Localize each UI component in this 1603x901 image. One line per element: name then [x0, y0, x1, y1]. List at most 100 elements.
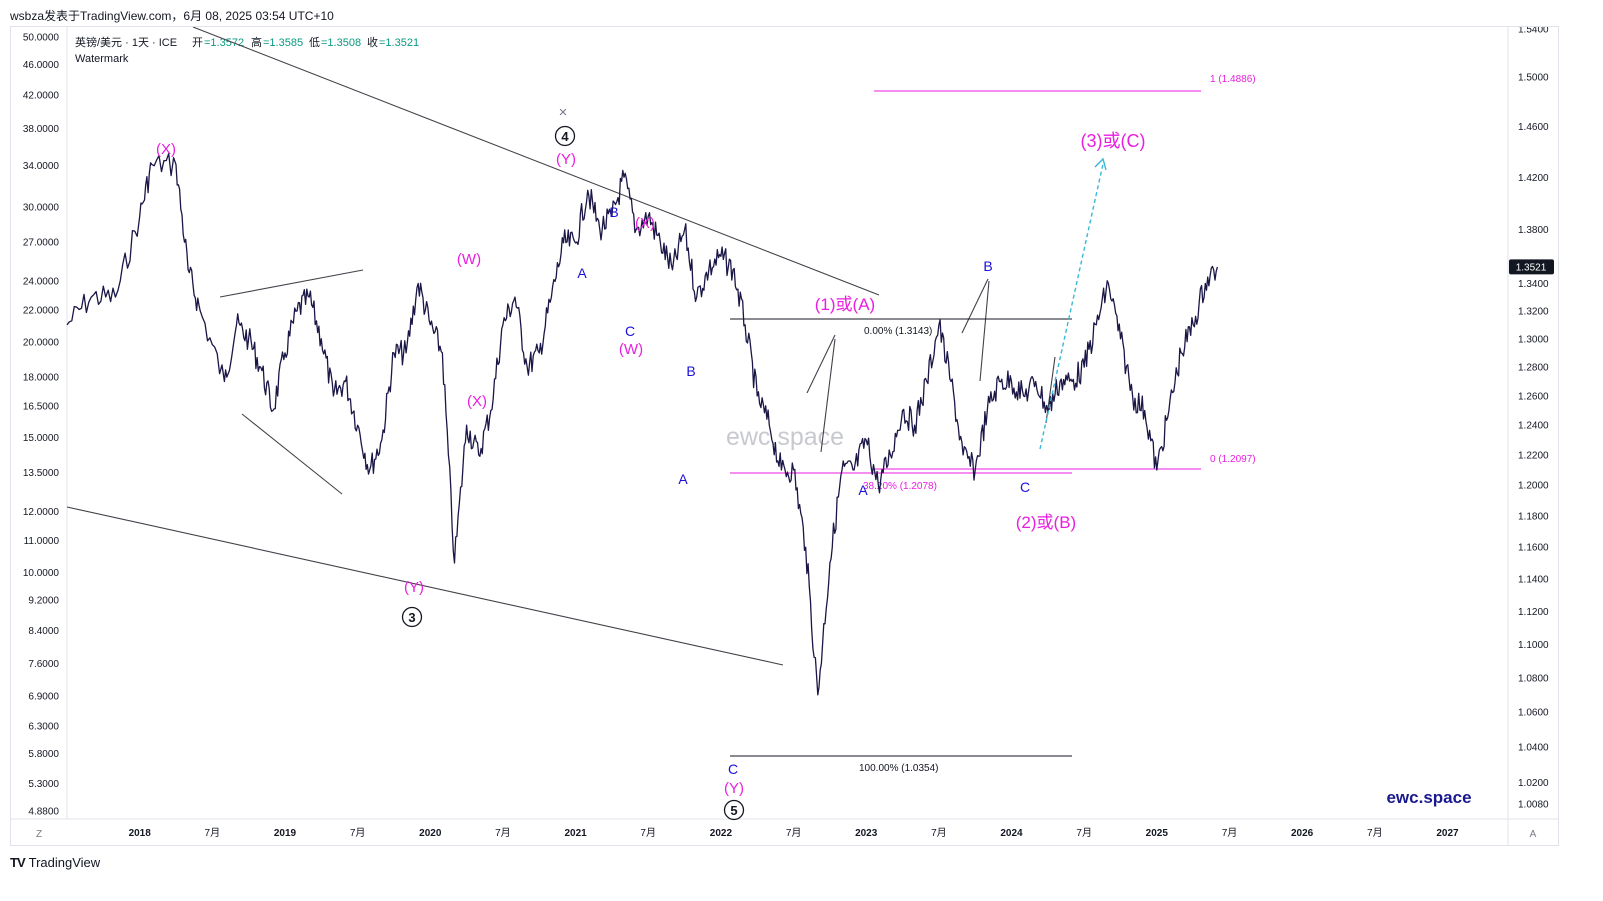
- projection-line: [1039, 163, 1104, 450]
- right-axis-tick: 1.0600: [1518, 708, 1549, 719]
- circled-labels: 4 3 5: [401, 125, 745, 821]
- waveb-top-line: [961, 278, 989, 334]
- left-axis-tick: 20.0000: [23, 337, 60, 348]
- time-axis-tick: 2024: [1000, 828, 1023, 839]
- wave-y4: (Y): [556, 151, 576, 168]
- wave-w2: (W): [619, 341, 643, 358]
- left-axis-tick: 27.0000: [23, 238, 60, 249]
- time-axis-tick: 7月: [931, 827, 947, 839]
- trendlines: [66, 26, 1056, 666]
- wave-2b: (2)或(B): [1016, 513, 1076, 532]
- right-axis-tick: 1.2200: [1518, 450, 1549, 461]
- center-watermark: ewc.space: [726, 423, 844, 451]
- right-axis-tick: 1.0080: [1518, 800, 1549, 811]
- right-axis-tick: 1.3400: [1518, 279, 1549, 290]
- legend-low-label: 低: [309, 36, 320, 49]
- right-axis-tick: 1.3000: [1518, 334, 1549, 345]
- fib-0-label: 0 (1.2097): [1210, 454, 1256, 465]
- left-axis-tick: 11.0000: [24, 536, 60, 547]
- chart-frame[interactable]: 英镑/美元 · 1天 · ICE 开 =1.3572 高 =1.3585 低 =…: [10, 25, 1559, 846]
- time-axis-tick: 7月: [205, 827, 221, 839]
- wave-x1: (X): [156, 141, 176, 158]
- left-axis-tick: 22.0000: [23, 306, 60, 317]
- wave-b3: B: [983, 258, 992, 274]
- time-axis-tick: 2025: [1146, 828, 1169, 839]
- right-axis-tick: 1.2000: [1518, 481, 1549, 492]
- lower-wedge-line: [66, 506, 784, 666]
- left-axis-tick: 38.0000: [23, 124, 60, 135]
- right-axis-tick: 1.1200: [1518, 607, 1549, 618]
- left-axis-tick: 5.8000: [28, 749, 59, 760]
- log-scale-button[interactable]: Z: [36, 829, 42, 840]
- left-axis-tick: 50.0000: [23, 33, 60, 44]
- wave-b2: B: [686, 363, 695, 379]
- left-axis-tick: 30.0000: [23, 202, 60, 213]
- price-line: [66, 152, 1219, 696]
- right-price-axis[interactable]: 1.5400 1.5000 1.4600 1.4200 1.3800 1.3400 1.32…: [1518, 25, 1549, 811]
- fib-000-label: 0.00% (1.3143): [864, 326, 932, 337]
- legend-close-label: 收: [367, 35, 378, 49]
- time-axis-tick: 7月: [1367, 827, 1383, 839]
- left-axis-tick: 13.5000: [23, 468, 60, 479]
- wave-3-label: 3: [408, 610, 415, 625]
- wave-3c: (3)或(C): [1081, 131, 1146, 151]
- last-price-tag-bg: [1509, 259, 1554, 275]
- right-axis-tick: 1.0800: [1518, 673, 1549, 684]
- magenta-wave-labels: (X) (Y) (X) (W) (W) (X) (Y) (Y) (1)或(A) …: [156, 131, 1146, 797]
- wave-4-label: 4: [561, 129, 569, 144]
- time-axis-tick: 2021: [564, 828, 587, 839]
- time-axis-tick: 2026: [1291, 828, 1314, 839]
- legend-open-value: =1.3572: [204, 37, 244, 49]
- time-axis-tick: 7月: [350, 827, 366, 839]
- x-marker-icon: ×: [559, 104, 568, 121]
- right-axis-tick: 1.5000: [1518, 73, 1549, 84]
- wave-x3: (X): [467, 393, 487, 410]
- corner-watermark: ewc.space: [1386, 788, 1471, 807]
- tradingview-logo-icon: TV: [10, 855, 26, 870]
- wave-c3: C: [1020, 479, 1030, 495]
- wave-c2: C: [728, 761, 738, 777]
- publish-header: wsbza发表于TradingView.com，6月 08, 2025 03:5…: [10, 9, 334, 23]
- wave-5-label: 5: [730, 803, 737, 818]
- right-axis-tick: 1.2800: [1518, 363, 1549, 374]
- time-axis-tick: 7月: [1222, 827, 1238, 839]
- time-axis[interactable]: 2018 7月 2019 7月 2020 7月 2021 7月 2022 7月 2023 7月 2024…: [129, 827, 1459, 839]
- fib-100-label: 100.00% (1.0354): [859, 763, 939, 774]
- time-axis-tick: 2020: [419, 828, 442, 839]
- wave-5-circle: 5: [723, 799, 745, 821]
- right-axis-tick: 1.2600: [1518, 392, 1549, 403]
- wave1-top-line: [806, 334, 836, 394]
- left-axis-tick: 46.0000: [23, 60, 60, 71]
- chart-svg[interactable]: 英镑/美元 · 1天 · ICE 开 =1.3572 高 =1.3585 低 =…: [11, 25, 1558, 845]
- legend: 英镑/美元 · 1天 · ICE 开 =1.3572 高 =1.3585 低 =…: [75, 35, 419, 65]
- left-axis-tick: 5.3000: [28, 779, 59, 790]
- projection-arrow: [1039, 157, 1107, 450]
- legend-low-value: =1.3508: [321, 37, 361, 49]
- time-axis-tick: 2022: [710, 828, 733, 839]
- left-axis-tick: 18.0000: [23, 372, 60, 383]
- left-axis-tick: 6.9000: [28, 691, 59, 702]
- left-axis-tick: 6.3000: [28, 722, 59, 733]
- time-axis-tick: 7月: [1076, 827, 1092, 839]
- wave1-bottom-line: [820, 338, 836, 453]
- time-axis-tick: 7月: [640, 827, 656, 839]
- wave-a3: A: [858, 482, 868, 498]
- wave-y3: (Y): [404, 579, 424, 596]
- wave-b1: B: [609, 204, 618, 220]
- price-series: [66, 152, 1219, 696]
- legend-close-value: =1.3521: [379, 37, 419, 49]
- left-price-axis[interactable]: 50.0000 46.0000 42.0000 38.0000 34.0000 30.00…: [23, 33, 60, 818]
- blue-wave-labels: B A C B A C A B C: [577, 204, 1030, 777]
- wave-1a: (1)或(A): [815, 295, 875, 314]
- time-axis-tick: 2018: [129, 828, 152, 839]
- triangle-bottom-line: [241, 413, 343, 495]
- right-axis-tick: 1.4600: [1518, 122, 1549, 133]
- wave-3-circle: 3: [401, 606, 423, 628]
- legend-symbol: 英镑/美元 · 1天 · ICE: [75, 35, 177, 49]
- right-axis-tick: 1.3200: [1518, 306, 1549, 317]
- time-axis-tick: 7月: [786, 827, 802, 839]
- left-axis-tick: 9.2000: [28, 596, 59, 607]
- auto-scale-button[interactable]: A: [1530, 829, 1537, 840]
- triangle-top-line: [219, 269, 364, 298]
- wave-4-circle: 4: [554, 125, 576, 147]
